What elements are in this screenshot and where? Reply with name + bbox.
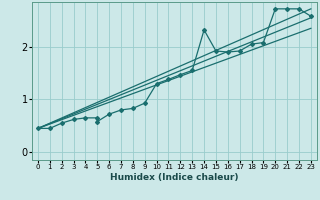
- X-axis label: Humidex (Indice chaleur): Humidex (Indice chaleur): [110, 173, 239, 182]
